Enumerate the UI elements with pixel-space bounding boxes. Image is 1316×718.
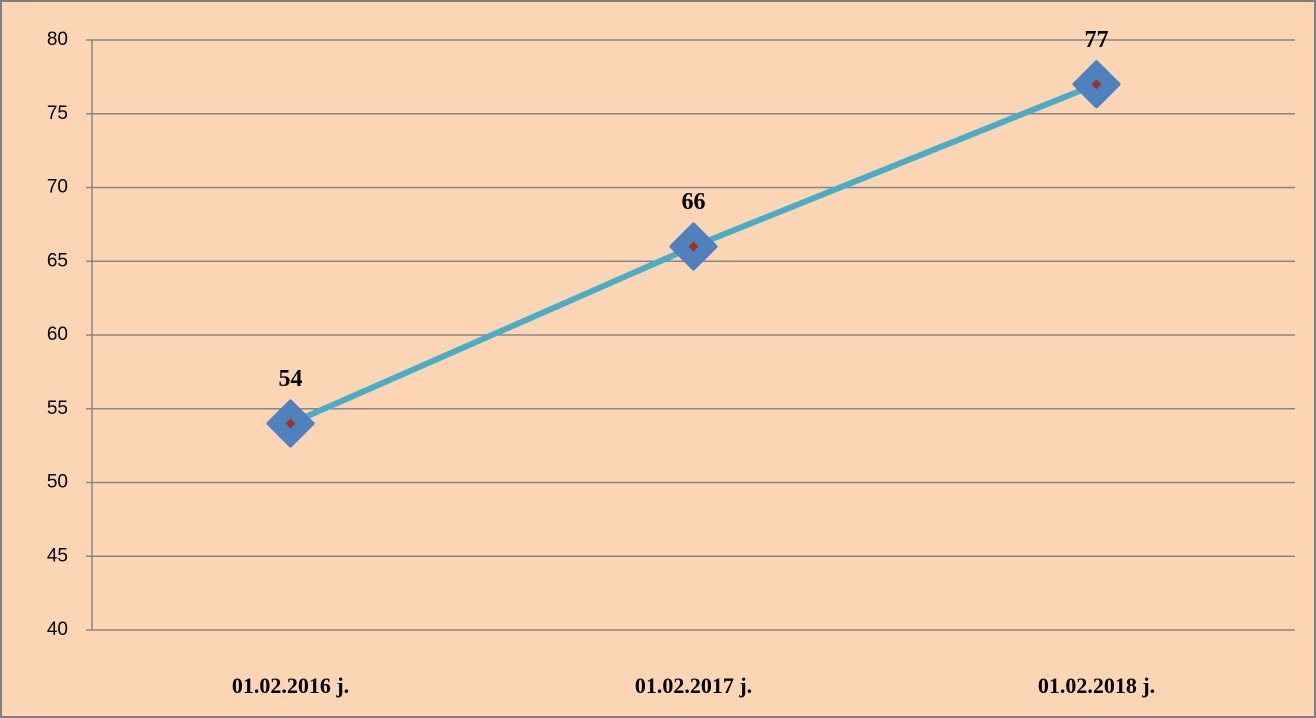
y-tick-label: 55	[47, 398, 68, 419]
x-tick-label: 01.02.2017 j.	[635, 673, 752, 698]
x-tick-label: 01.02.2018 j.	[1038, 673, 1155, 698]
y-tick-label: 50	[47, 472, 68, 493]
marker-center	[688, 241, 699, 252]
y-tick-label: 70	[47, 177, 68, 198]
marker-center	[285, 418, 296, 429]
y-tick-label: 60	[47, 324, 68, 345]
x-tick-label: 01.02.2016 j.	[232, 673, 349, 698]
marker-center	[1091, 79, 1102, 90]
value-label: 66	[682, 189, 706, 215]
value-label: 77	[1085, 27, 1109, 53]
value-label: 54	[279, 366, 303, 392]
y-tick-label: 45	[47, 545, 68, 566]
y-tick-label: 65	[47, 250, 68, 271]
y-tick-label: 75	[47, 103, 68, 124]
y-tick-label: 80	[47, 29, 68, 50]
y-tick-label: 40	[47, 619, 68, 640]
